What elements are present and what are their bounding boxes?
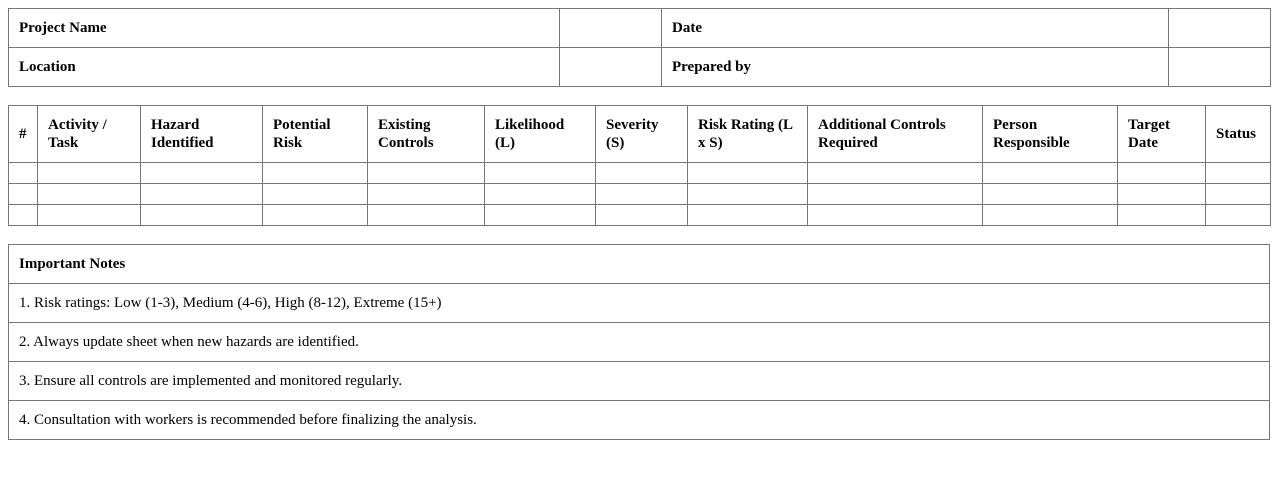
table-cell[interactable]	[37, 162, 141, 184]
risk-assessment-table: # Activity / Task Hazard Identified Potenti…	[8, 105, 1271, 226]
table-cell[interactable]	[1117, 204, 1206, 226]
notes-header-row: Important Notes	[8, 244, 1270, 284]
table-cell[interactable]	[1205, 183, 1271, 205]
table-cell[interactable]	[262, 183, 368, 205]
info-row: Project Name Date	[8, 8, 1271, 48]
column-header: Likelihood (L)	[484, 105, 596, 163]
column-header: Risk Rating (L x S)	[687, 105, 808, 163]
table-cell[interactable]	[367, 183, 485, 205]
table-cell[interactable]	[595, 204, 688, 226]
column-header: #	[8, 105, 38, 163]
column-header: Activity / Task	[37, 105, 141, 163]
column-header: Severity (S)	[595, 105, 688, 163]
table-cell[interactable]	[140, 204, 263, 226]
note-item: 2. Always update sheet when new hazards …	[8, 322, 1270, 362]
table-cell[interactable]	[1117, 162, 1206, 184]
notes-title: Important Notes	[8, 244, 1270, 284]
table-cell[interactable]	[807, 162, 983, 184]
table-cell[interactable]	[37, 204, 141, 226]
table-row	[8, 162, 1271, 184]
important-notes-table: Important Notes 1. Risk ratings: Low (1-…	[8, 244, 1270, 440]
table-cell[interactable]	[367, 162, 485, 184]
table-cell[interactable]	[262, 204, 368, 226]
column-header: Target Date	[1117, 105, 1206, 163]
table-cell[interactable]	[1117, 183, 1206, 205]
table-cell[interactable]	[484, 183, 596, 205]
table-cell[interactable]	[484, 204, 596, 226]
column-header: Additional Controls Required	[807, 105, 983, 163]
table-cell[interactable]	[8, 162, 38, 184]
table-cell[interactable]	[140, 183, 263, 205]
date-field[interactable]	[1168, 8, 1271, 48]
table-cell[interactable]	[1205, 204, 1271, 226]
note-row: 4. Consultation with workers is recommen…	[8, 400, 1270, 440]
info-row: Location Prepared by	[8, 47, 1271, 87]
project-name-field[interactable]	[559, 8, 662, 48]
note-item: 4. Consultation with workers is recommen…	[8, 400, 1270, 440]
table-cell[interactable]	[687, 162, 808, 184]
table-cell[interactable]	[595, 162, 688, 184]
table-cell[interactable]	[687, 204, 808, 226]
table-cell[interactable]	[8, 204, 38, 226]
header-row: # Activity / Task Hazard Identified Potenti…	[8, 105, 1271, 163]
column-header: Status	[1205, 105, 1271, 163]
table-cell[interactable]	[8, 183, 38, 205]
table-cell[interactable]	[367, 204, 485, 226]
project-name-label: Project Name	[8, 8, 560, 48]
location-label: Location	[8, 47, 560, 87]
column-header: Existing Controls	[367, 105, 485, 163]
date-label: Date	[661, 8, 1169, 48]
note-row: 3. Ensure all controls are implemented a…	[8, 361, 1270, 401]
table-cell[interactable]	[484, 162, 596, 184]
note-item: 1. Risk ratings: Low (1-3), Medium (4-6)…	[8, 283, 1270, 323]
table-cell[interactable]	[262, 162, 368, 184]
table-row	[8, 204, 1271, 226]
location-field[interactable]	[559, 47, 662, 87]
table-cell[interactable]	[1205, 162, 1271, 184]
prepared-by-field[interactable]	[1168, 47, 1271, 87]
table-cell[interactable]	[982, 204, 1118, 226]
table-cell[interactable]	[982, 183, 1118, 205]
table-cell[interactable]	[687, 183, 808, 205]
table-row	[8, 183, 1271, 205]
table-cell[interactable]	[37, 183, 141, 205]
project-info-table: Project Name Date Location Prepared by	[8, 8, 1271, 87]
table-cell[interactable]	[807, 183, 983, 205]
table-cell[interactable]	[595, 183, 688, 205]
table-cell[interactable]	[140, 162, 263, 184]
note-item: 3. Ensure all controls are implemented a…	[8, 361, 1270, 401]
column-header: Potential Risk	[262, 105, 368, 163]
note-row: 1. Risk ratings: Low (1-3), Medium (4-6)…	[8, 283, 1270, 323]
prepared-by-label: Prepared by	[661, 47, 1169, 87]
note-row: 2. Always update sheet when new hazards …	[8, 322, 1270, 362]
table-cell[interactable]	[982, 162, 1118, 184]
column-header: Hazard Identified	[140, 105, 263, 163]
table-cell[interactable]	[807, 204, 983, 226]
column-header: Person Responsible	[982, 105, 1118, 163]
